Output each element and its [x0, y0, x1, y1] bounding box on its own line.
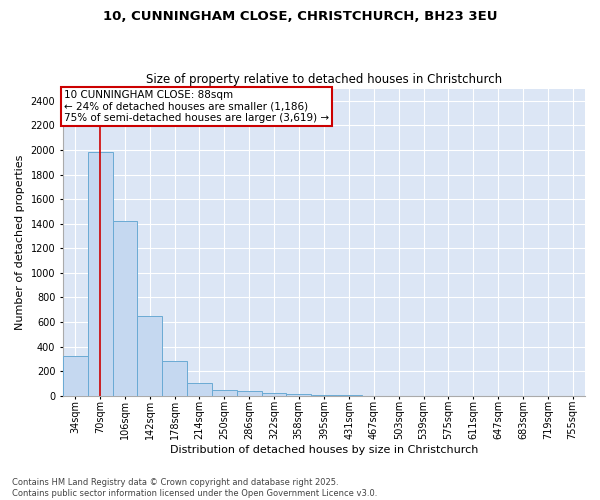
Bar — [113, 222, 137, 396]
Text: 10 CUNNINGHAM CLOSE: 88sqm
← 24% of detached houses are smaller (1,186)
75% of s: 10 CUNNINGHAM CLOSE: 88sqm ← 24% of deta… — [64, 90, 329, 123]
Bar — [63, 356, 88, 396]
Bar — [162, 362, 187, 396]
Title: Size of property relative to detached houses in Christchurch: Size of property relative to detached ho… — [146, 73, 502, 86]
Bar — [187, 384, 212, 396]
Y-axis label: Number of detached properties: Number of detached properties — [15, 154, 25, 330]
Bar — [137, 316, 162, 396]
Bar — [212, 390, 237, 396]
Text: Contains HM Land Registry data © Crown copyright and database right 2025.
Contai: Contains HM Land Registry data © Crown c… — [12, 478, 377, 498]
Bar — [262, 394, 286, 396]
Text: 10, CUNNINGHAM CLOSE, CHRISTCHURCH, BH23 3EU: 10, CUNNINGHAM CLOSE, CHRISTCHURCH, BH23… — [103, 10, 497, 23]
Bar — [237, 392, 262, 396]
Bar — [88, 152, 113, 396]
Bar — [286, 394, 311, 396]
X-axis label: Distribution of detached houses by size in Christchurch: Distribution of detached houses by size … — [170, 445, 478, 455]
Bar — [312, 395, 337, 396]
